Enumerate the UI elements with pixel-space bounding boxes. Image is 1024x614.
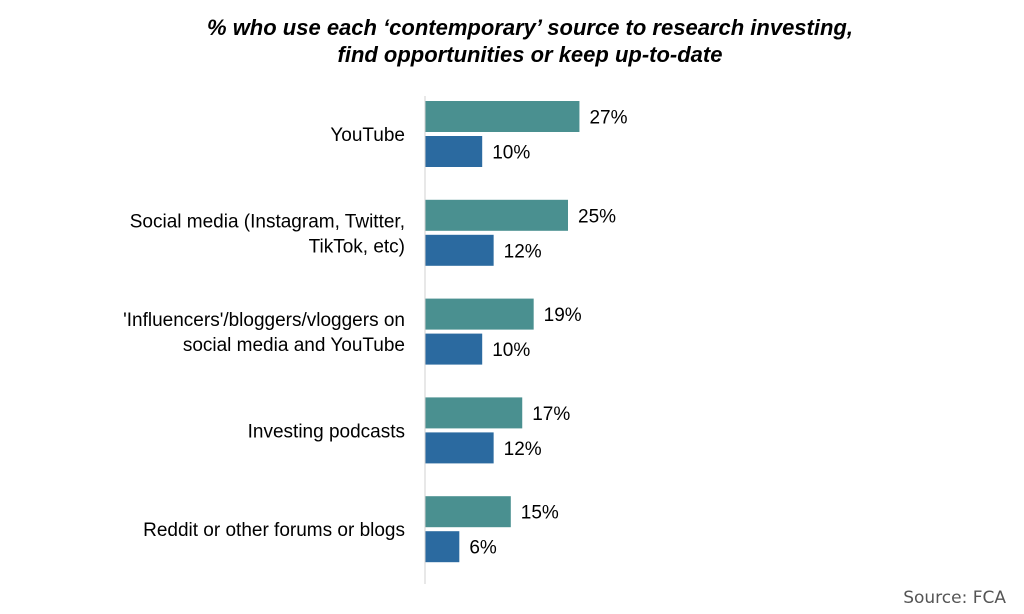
- bar: [425, 199, 568, 231]
- chart-title-line-2: find opportunities or keep up-to-date: [337, 42, 723, 67]
- category-label-line: Social media (Instagram, Twitter,: [130, 211, 405, 232]
- category-label: Social media (Instagram, Twitter, TikTok,…: [130, 211, 405, 257]
- category-label-line: YouTube: [330, 125, 405, 146]
- bar: [425, 298, 534, 330]
- category-label-line: Reddit or other forums or blogs: [143, 520, 405, 541]
- bar: [425, 496, 511, 528]
- chart-title: % who use each ‘contemporary’ source to …: [0, 14, 1024, 68]
- data-label: 27%: [589, 108, 627, 129]
- data-label: 6%: [469, 538, 497, 559]
- chart-title-line-1: % who use each ‘contemporary’ source to …: [207, 15, 853, 40]
- category-label: YouTube: [330, 125, 405, 146]
- data-label: 15%: [521, 503, 559, 524]
- bar: [425, 432, 494, 464]
- bar: [425, 397, 523, 429]
- data-label: 12%: [504, 439, 542, 460]
- category-label: Investing podcasts: [248, 421, 405, 442]
- bar: [425, 333, 483, 365]
- data-label: 17%: [532, 404, 570, 425]
- category-label-line: TikTok, etc): [309, 236, 405, 257]
- data-label: 25%: [578, 206, 616, 227]
- bar: [425, 234, 494, 266]
- source-note: Source: FCA: [903, 588, 1006, 608]
- category-label-line: Investing podcasts: [248, 421, 405, 442]
- category-label-line: social media and YouTube: [183, 335, 405, 356]
- data-label: 12%: [504, 241, 542, 262]
- bars-layer: YouTube 27% 10% Social media (Instagram, Tw…: [123, 101, 628, 563]
- category-label-line: 'Influencers'/bloggers/vloggers on: [123, 310, 405, 331]
- bar: [425, 101, 580, 132]
- data-label: 10%: [492, 143, 530, 164]
- bar: [425, 136, 483, 167]
- data-label: 10%: [492, 340, 530, 361]
- category-label: Reddit or other forums or blogs: [143, 520, 405, 541]
- data-label: 19%: [544, 305, 582, 326]
- bar: [425, 531, 460, 563]
- category-label: 'Influencers'/bloggers/vloggers on social…: [123, 310, 405, 356]
